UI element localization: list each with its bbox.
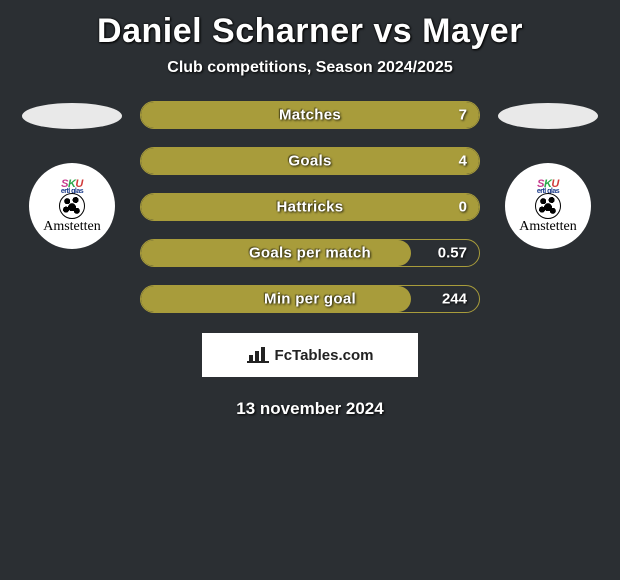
stat-bar-label: Min per goal [141,291,479,308]
subtitle: Club competitions, Season 2024/2025 [0,59,620,77]
stat-bar-value: 7 [459,107,467,124]
stat-bar: Hattricks0 [140,193,480,221]
right-side: SKU ertl glas Amstetten [498,101,598,249]
club-logo-text-top: SKU ertl glas [537,178,559,195]
soccer-ball-icon [535,193,561,219]
stat-bar-value: 4 [459,153,467,170]
club-logo-text-bottom: Amstetten [519,219,577,235]
left-side: SKU ertl glas Amstetten [22,101,122,249]
stat-bar-value: 0.57 [438,245,467,262]
stat-bar-value: 0 [459,199,467,216]
player-placeholder-right [498,103,598,129]
bar-chart-icon [247,347,269,363]
club-logo-text-bottom: Amstetten [43,219,101,235]
stat-bar: Goals4 [140,147,480,175]
stat-bar-label: Hattricks [141,199,479,216]
club-logo-text-top: SKU ertl glas [61,178,83,195]
club-badge-right: SKU ertl glas Amstetten [505,163,591,249]
stat-bar: Goals per match0.57 [140,239,480,267]
footer-brand-text: FcTables.com [275,347,374,364]
comparison-row: SKU ertl glas Amstetten Matches7 Goals4 Ha… [0,101,620,313]
stat-bars: Matches7Goals4Hattricks0Goals per match0… [140,101,480,313]
stat-bar-label: Goals [141,153,479,170]
page-title: Daniel Scharner vs Mayer [0,12,620,51]
stat-bar: Min per goal244 [140,285,480,313]
stat-bar-label: Goals per match [141,245,479,262]
footer-brand-box[interactable]: FcTables.com [202,333,418,377]
player-placeholder-left [22,103,122,129]
date-label: 13 november 2024 [0,399,620,419]
club-badge-left: SKU ertl glas Amstetten [29,163,115,249]
stat-bar-value: 244 [442,291,467,308]
stat-bar-label: Matches [141,107,479,124]
stat-bar: Matches7 [140,101,480,129]
soccer-ball-icon [59,193,85,219]
